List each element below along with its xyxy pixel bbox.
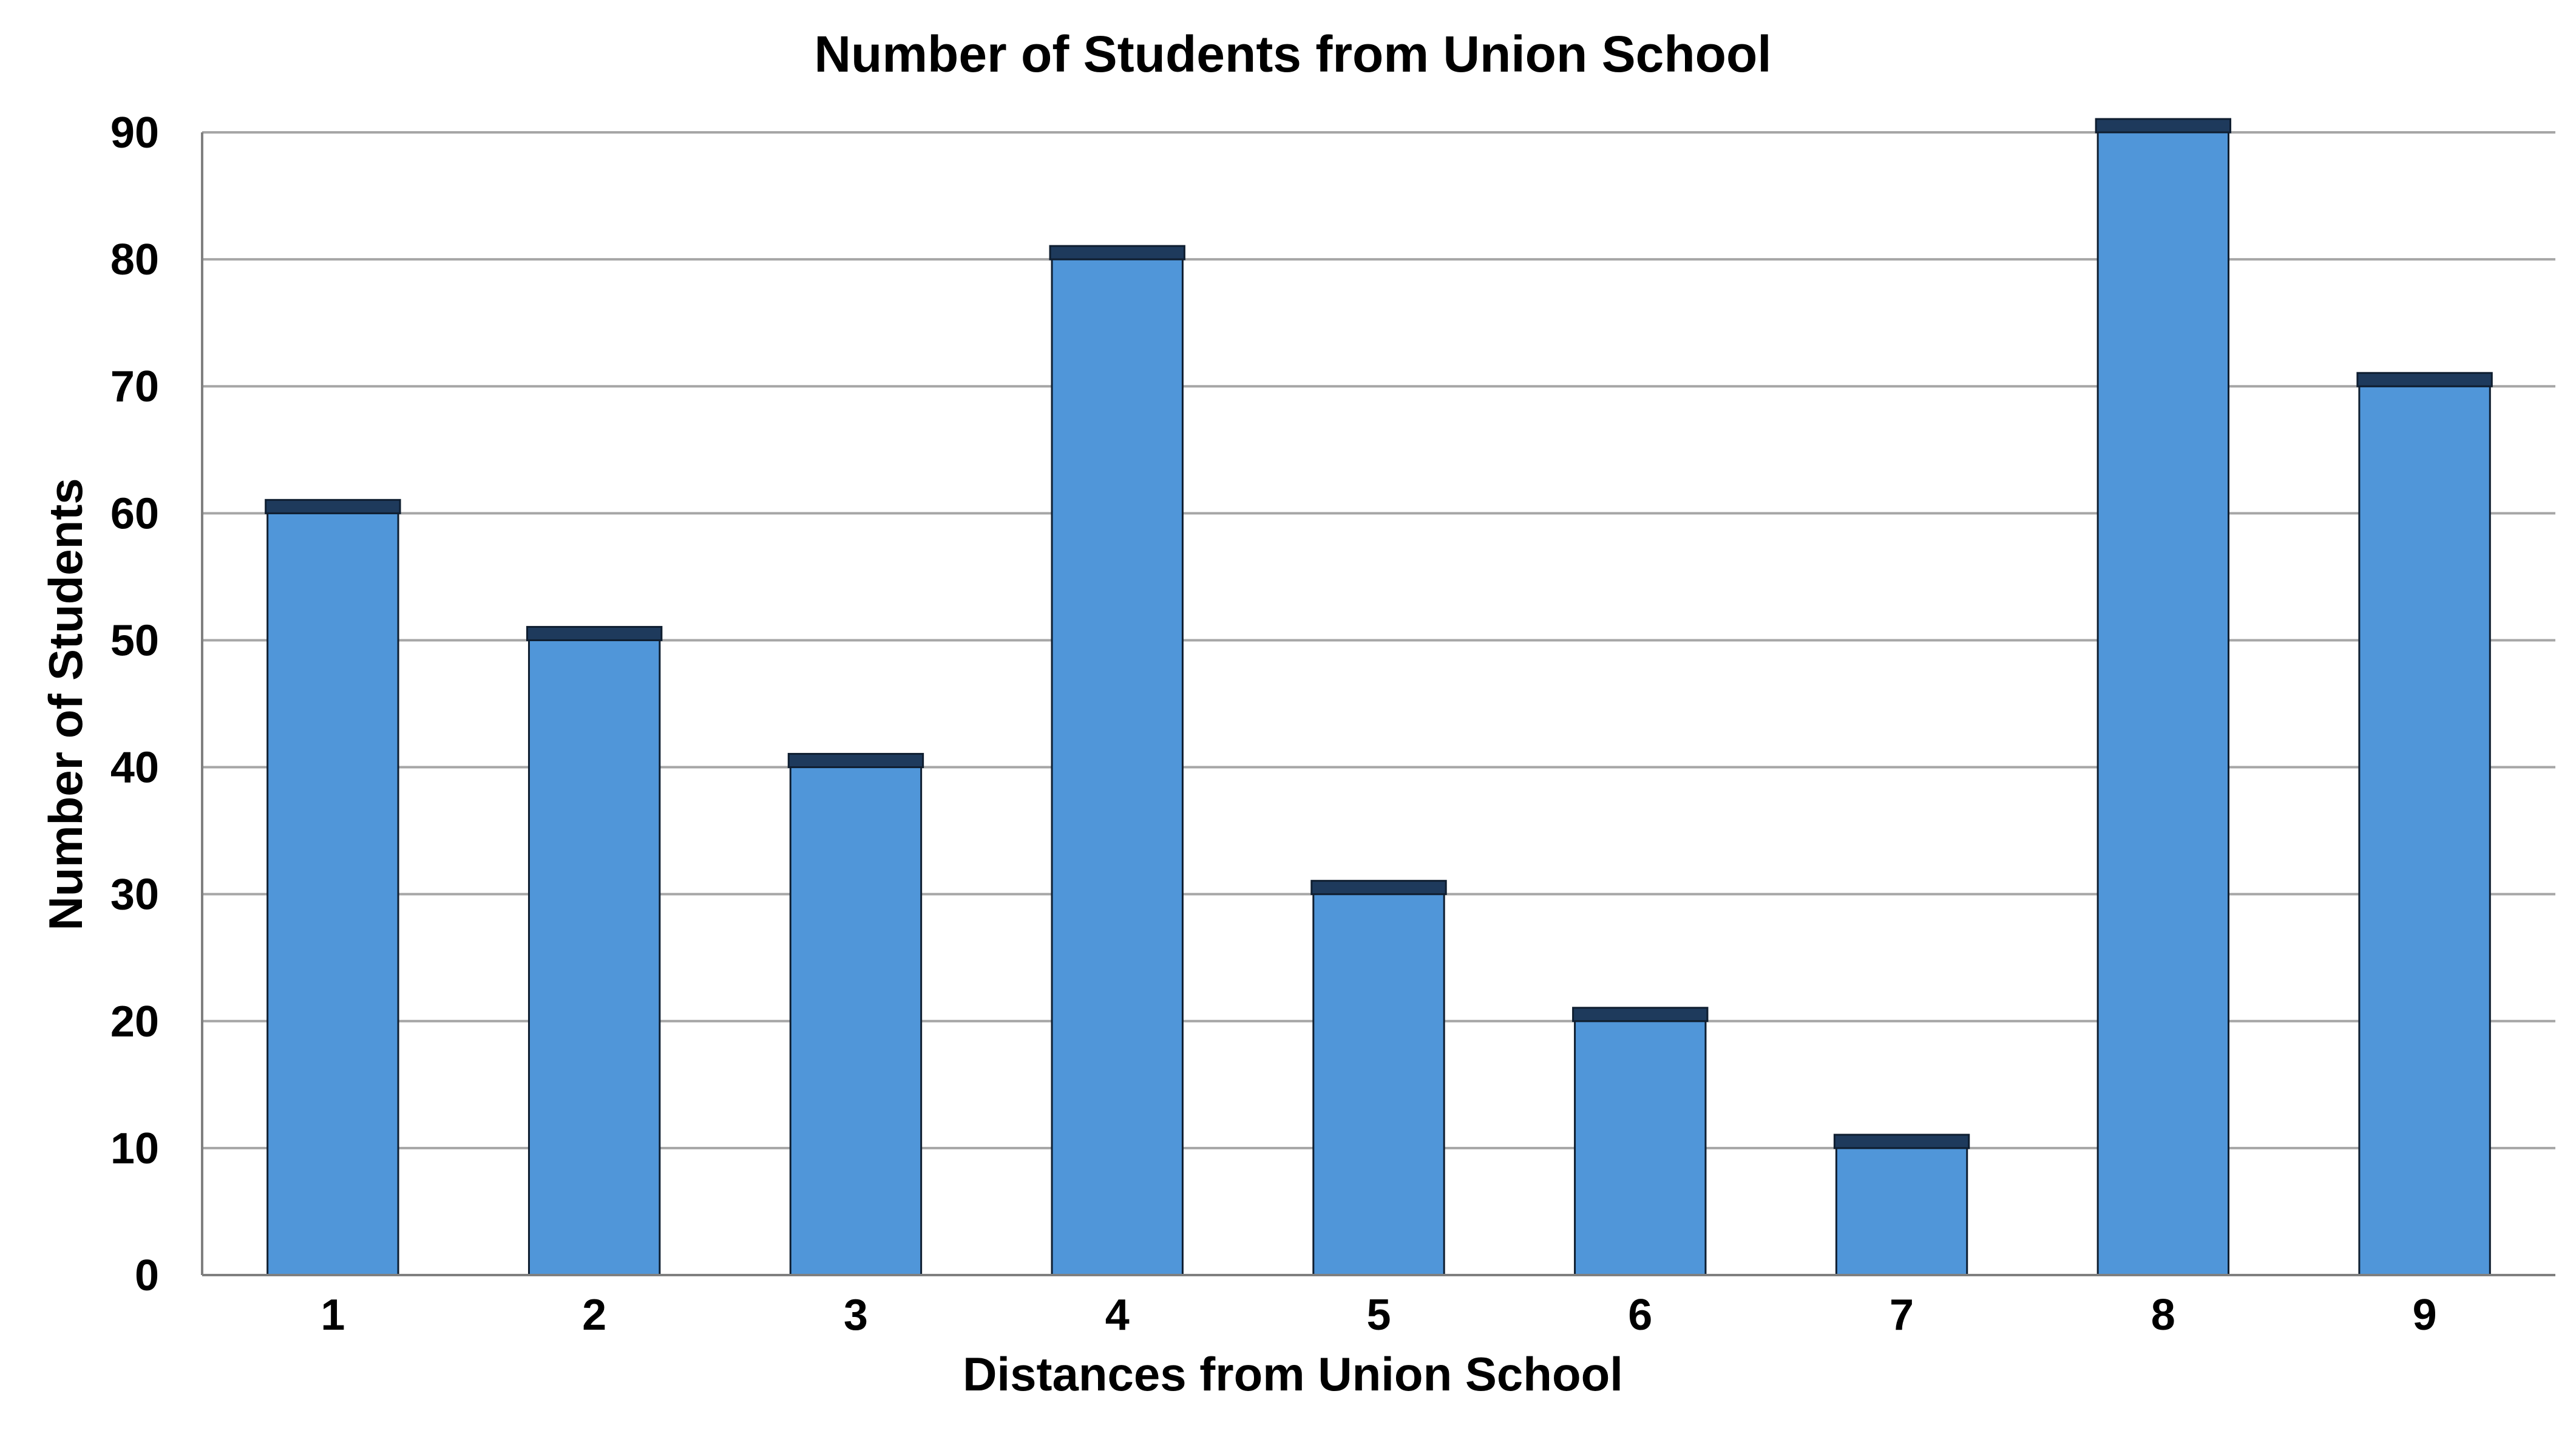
bar-cap-5 (1310, 880, 1447, 896)
bar-6 (1574, 1020, 1707, 1276)
bar-cap-4 (1049, 245, 1185, 260)
y-tick-label-80: 80 (110, 236, 159, 284)
axes (201, 132, 2555, 1276)
chart-title: Number of Students from Union School (814, 26, 1771, 83)
bar-1 (266, 512, 399, 1276)
bar-8 (2096, 131, 2230, 1276)
x-tick-label-5: 5 (1366, 1291, 1391, 1339)
bar-cap-3 (787, 753, 924, 769)
y-axis-title: Number of Students (39, 478, 92, 930)
bar-7 (1835, 1147, 1968, 1276)
x-tick-label-3: 3 (844, 1291, 868, 1339)
bar-4 (1051, 258, 1184, 1276)
bar-5 (1312, 893, 1445, 1276)
y-tick-label-30: 30 (110, 871, 159, 919)
y-tick-label-10: 10 (110, 1124, 159, 1173)
x-tick-label-2: 2 (582, 1291, 606, 1339)
y-tick-label-0: 0 (135, 1251, 159, 1300)
bar-cap-1 (265, 498, 401, 514)
bar-cap-2 (526, 625, 663, 641)
y-tick-label-60: 60 (110, 489, 159, 538)
y-tick-label-90: 90 (110, 109, 159, 157)
bar-3 (789, 766, 923, 1276)
x-tick-label-6: 6 (1628, 1291, 1652, 1339)
x-tick-label-4: 4 (1105, 1291, 1130, 1339)
bar-cap-7 (1833, 1134, 1970, 1149)
x-tick-label-8: 8 (2151, 1291, 2175, 1339)
y-tick-label-40: 40 (110, 744, 159, 792)
y-tick-label-20: 20 (110, 998, 159, 1046)
x-axis-title: Distances from Union School (963, 1347, 1623, 1401)
bars (265, 118, 2493, 1276)
bar-cap-6 (1572, 1007, 1709, 1022)
y-tick-label-70: 70 (110, 362, 159, 411)
bar-9 (2358, 385, 2491, 1276)
x-tick-labels: 1 2 3 4 5 6 7 8 9 (320, 1291, 2436, 1339)
bar-cap-9 (2356, 372, 2493, 387)
x-tick-label-1: 1 (320, 1291, 345, 1339)
bar-2 (527, 639, 661, 1276)
x-tick-label-7: 7 (1890, 1291, 1914, 1339)
x-tick-label-9: 9 (2413, 1291, 2437, 1339)
y-tick-label-50: 50 (110, 616, 159, 665)
y-tick-labels: 0 10 20 30 40 50 60 70 80 90 (110, 109, 159, 1300)
bar-cap-8 (2095, 118, 2232, 134)
